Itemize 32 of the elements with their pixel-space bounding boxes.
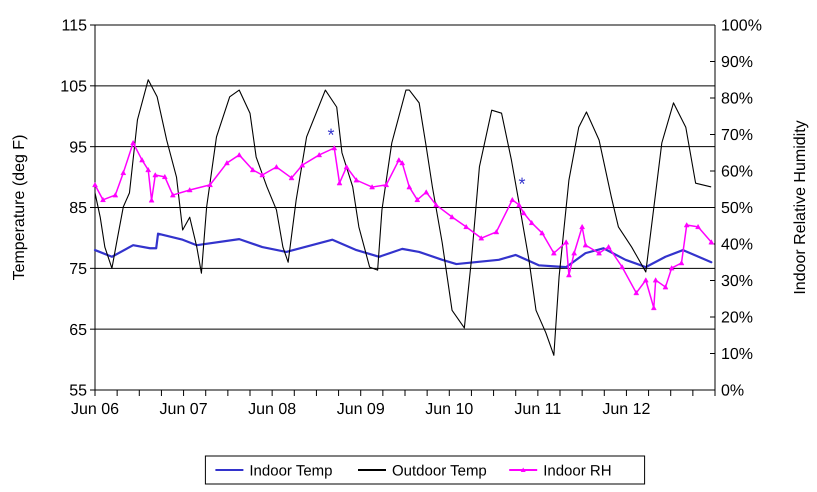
x-tick-label: Jun 09	[336, 401, 385, 418]
y-tick-label: 95	[69, 139, 88, 156]
y-tick-label: 65	[69, 322, 88, 339]
y2-tick-label: 80%	[721, 90, 754, 108]
y2-tick-label: 50%	[721, 200, 754, 218]
y2-tick-label: 60%	[721, 164, 754, 181]
legend-label: Outdoor Temp	[392, 462, 487, 480]
y-tick-label: 55	[69, 382, 88, 400]
legend-label: Indoor RH	[543, 462, 612, 480]
y2-tick-label: 30%	[721, 273, 754, 290]
y2-tick-label: 0%	[721, 382, 744, 400]
y-tick-label: 115	[61, 18, 88, 35]
y2-tick-label: 70%	[721, 127, 754, 144]
y2-tick-label: 90%	[721, 54, 754, 72]
x-tick-label: Jun 07	[160, 401, 208, 418]
x-tick-label: Jun 12	[602, 401, 651, 418]
y-axis-title: Temperature (deg F)	[11, 134, 28, 280]
x-tick-label: Jun 10	[425, 401, 474, 418]
y-tick-label: 85	[69, 200, 88, 218]
x-tick-label: Jun 08	[248, 401, 296, 418]
y2-tick-label: 20%	[721, 310, 754, 327]
y2-tick-label: 10%	[721, 346, 754, 364]
x-tick-label: Jun 11	[514, 401, 562, 418]
annotation: *	[518, 174, 526, 194]
y-tick-label: 75	[69, 260, 88, 278]
y-tick-label: 105	[60, 78, 88, 96]
y2-axis-title: Indoor Relative Humidity	[792, 120, 809, 295]
legend-label: Indoor Temp	[249, 462, 333, 480]
y2-tick-label: 100%	[721, 18, 762, 35]
y2-tick-label: 40%	[721, 236, 754, 254]
x-tick-label: Jun 06	[70, 401, 120, 418]
annotation: *	[327, 125, 335, 145]
